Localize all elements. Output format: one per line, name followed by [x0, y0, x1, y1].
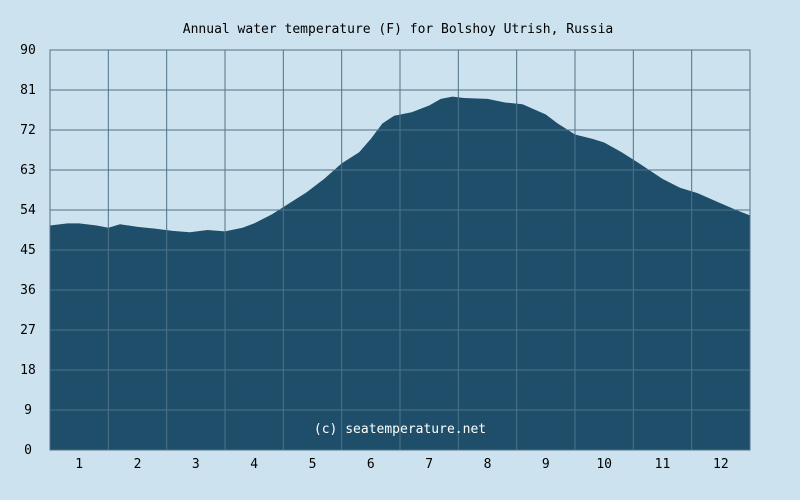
x-tick-label: 12 — [713, 457, 729, 472]
grid-lines — [50, 50, 750, 450]
y-tick-label: 81 — [20, 83, 36, 98]
x-tick-label: 9 — [542, 457, 550, 472]
y-tick-label: 72 — [20, 123, 36, 138]
y-tick-label: 27 — [20, 323, 36, 338]
y-tick-label: 54 — [20, 203, 36, 218]
x-tick-label: 7 — [425, 457, 433, 472]
y-axis-ticks: 0 9 18 27 36 45 54 63 72 81 90 — [20, 43, 36, 458]
x-tick-label: 10 — [596, 457, 612, 472]
y-tick-label: 45 — [20, 243, 36, 258]
y-tick-label: 9 — [24, 403, 32, 418]
x-tick-label: 8 — [484, 457, 492, 472]
y-tick-label: 18 — [20, 363, 36, 378]
chart-title: Annual water temperature (F) for Bolshoy… — [183, 22, 613, 37]
x-tick-label: 11 — [655, 457, 671, 472]
x-tick-label: 4 — [250, 457, 258, 472]
x-tick-label: 2 — [134, 457, 142, 472]
y-tick-label: 36 — [20, 283, 36, 298]
x-tick-label: 6 — [367, 457, 375, 472]
x-tick-label: 3 — [192, 457, 200, 472]
x-axis-ticks: 1 2 3 4 5 6 7 8 9 10 11 12 — [75, 457, 728, 472]
y-tick-label: 0 — [24, 443, 32, 458]
plot-border — [49, 49, 751, 451]
x-tick-label: 5 — [309, 457, 317, 472]
y-tick-label: 90 — [20, 43, 36, 58]
y-tick-label: 63 — [20, 163, 36, 178]
x-tick-label: 1 — [75, 457, 83, 472]
watermark: (c) seatemperature.net — [314, 422, 486, 437]
